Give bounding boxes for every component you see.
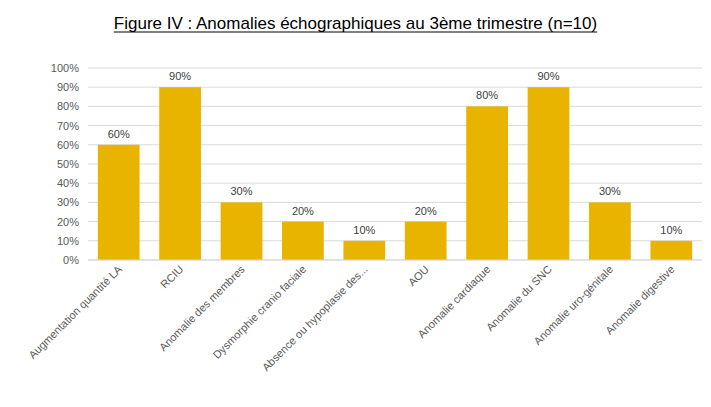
x-tick-label: Absence ou hypoplasie des...: [260, 263, 370, 373]
y-tick-label: 100%: [51, 62, 79, 74]
y-tick-label: 60%: [57, 139, 79, 151]
bar: [528, 87, 570, 260]
y-tick-label: 10%: [57, 235, 79, 247]
x-tick-label: Anomalie cardiaque: [415, 263, 492, 340]
y-tick-label: 0%: [63, 254, 79, 266]
bar: [466, 106, 508, 260]
x-axis-line: [88, 260, 702, 261]
y-tick-label: 80%: [57, 100, 79, 112]
y-tick-label: 40%: [57, 177, 79, 189]
bar: [98, 145, 140, 260]
y-tick-label: 20%: [57, 216, 79, 228]
x-tick-label: RCIU: [158, 263, 186, 291]
x-tick-label: Anomalie uro-génitale: [531, 263, 615, 347]
data-label: 20%: [415, 205, 437, 217]
data-label: 30%: [230, 185, 252, 197]
data-label: 90%: [537, 70, 559, 82]
data-label: 80%: [476, 89, 498, 101]
y-tick-label: 50%: [57, 158, 79, 170]
title-underline: [114, 32, 597, 33]
bar: [343, 241, 385, 260]
bars: [98, 87, 692, 260]
x-tick-label: Anomalie digestive: [603, 263, 677, 337]
bar: [159, 87, 201, 260]
bar: [589, 202, 631, 260]
chart-svg: Figure IV : Anomalies échographiques au …: [0, 0, 711, 407]
chart-container: Figure IV : Anomalies échographiques au …: [0, 0, 711, 407]
data-label: 10%: [660, 224, 682, 236]
data-label: 20%: [292, 205, 314, 217]
x-tick-label: AOU: [406, 263, 431, 288]
y-tick-label: 90%: [57, 81, 79, 93]
chart-title: Figure IV : Anomalies échographiques au …: [114, 14, 597, 33]
bar: [221, 202, 263, 260]
x-tick-label: Augmentation quantité LA: [26, 262, 124, 360]
y-tick-label: 30%: [57, 196, 79, 208]
bar: [282, 222, 324, 260]
data-label: 10%: [353, 224, 375, 236]
y-tick-label: 70%: [57, 120, 79, 132]
bar: [405, 222, 447, 260]
grid-line: [88, 260, 702, 261]
bar: [650, 241, 692, 260]
grid-line: [88, 68, 702, 69]
data-label: 90%: [169, 70, 191, 82]
data-label: 60%: [108, 128, 130, 140]
x-tick-label: Anomalie du SNC: [484, 263, 554, 333]
data-label: 30%: [599, 185, 621, 197]
